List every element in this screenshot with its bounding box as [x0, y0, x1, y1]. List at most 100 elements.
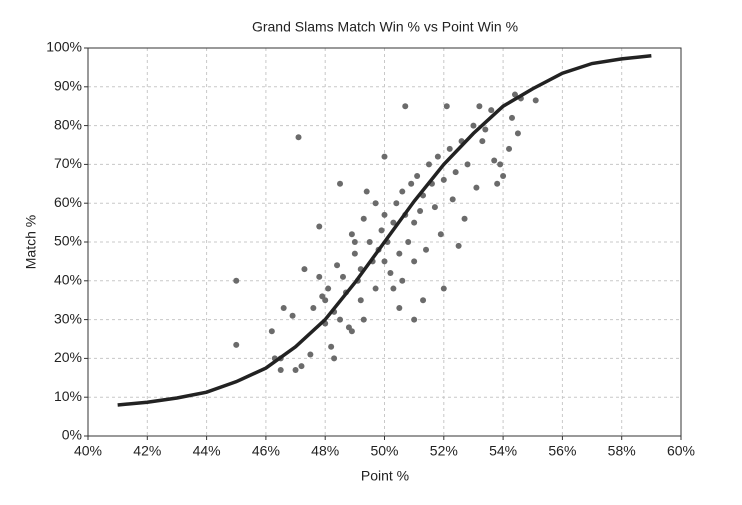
- point: [372, 200, 379, 207]
- point: [449, 196, 456, 203]
- x-tick-label: 58%: [608, 443, 636, 459]
- chart-title: Grand Slams Match Win % vs Point Win %: [252, 19, 518, 35]
- point: [351, 239, 358, 245]
- point: [351, 250, 358, 257]
- x-tick-label: 46%: [252, 443, 280, 459]
- point: [337, 316, 344, 323]
- point: [488, 107, 495, 114]
- point: [233, 277, 240, 284]
- point: [295, 134, 302, 141]
- point: [307, 351, 314, 358]
- x-tick-label: 42%: [133, 443, 161, 459]
- y-tick-label: 70%: [54, 155, 82, 171]
- point: [348, 328, 355, 335]
- point: [452, 169, 459, 176]
- point: [405, 239, 412, 245]
- point: [396, 304, 403, 311]
- point: [497, 161, 504, 168]
- point: [233, 341, 240, 348]
- point: [298, 363, 305, 370]
- point: [360, 215, 367, 222]
- point: [316, 223, 323, 230]
- x-tick-label: 40%: [74, 443, 102, 459]
- y-tick-label: 100%: [46, 39, 82, 55]
- point: [420, 297, 427, 304]
- point: [366, 239, 373, 245]
- y-tick-label: 40%: [54, 272, 82, 288]
- point: [434, 153, 441, 160]
- point: [482, 126, 489, 133]
- y-tick-label: 30%: [54, 310, 82, 326]
- point: [381, 258, 388, 265]
- point: [378, 227, 385, 234]
- point: [402, 103, 409, 110]
- plot-frame: [87, 47, 682, 437]
- x-axis-label: Point %: [361, 468, 409, 484]
- point: [437, 231, 444, 238]
- point: [479, 138, 486, 145]
- point: [396, 250, 403, 257]
- point: [322, 297, 329, 304]
- point: [440, 285, 447, 292]
- point: [357, 297, 364, 304]
- point: [334, 262, 341, 269]
- point: [387, 270, 394, 277]
- point: [411, 316, 418, 323]
- point: [372, 285, 379, 292]
- point: [363, 188, 370, 195]
- point: [423, 246, 430, 253]
- point: [425, 161, 432, 168]
- point: [473, 184, 480, 191]
- point: [316, 273, 323, 280]
- point: [440, 176, 447, 183]
- point: [417, 207, 424, 214]
- point: [292, 367, 299, 374]
- point: [339, 273, 346, 280]
- point: [455, 242, 462, 249]
- point: [494, 180, 501, 187]
- point: [280, 304, 287, 311]
- point: [325, 285, 332, 292]
- point: [431, 204, 438, 211]
- point: [500, 173, 507, 180]
- point: [390, 285, 397, 292]
- point: [328, 343, 335, 350]
- y-tick-label: 10%: [54, 388, 82, 404]
- x-tick-label: 50%: [370, 443, 398, 459]
- fit-curve: [117, 54, 652, 407]
- y-tick-label: 80%: [54, 116, 82, 132]
- point: [443, 103, 450, 110]
- y-tick-label: 50%: [54, 233, 82, 249]
- point: [331, 355, 338, 362]
- point: [381, 153, 388, 160]
- y-tick-label: 90%: [54, 78, 82, 94]
- point: [506, 145, 513, 152]
- point: [461, 215, 468, 222]
- point: [508, 114, 515, 121]
- point: [337, 180, 344, 187]
- y-tick-label: 0%: [62, 427, 82, 443]
- point: [532, 97, 539, 104]
- point: [360, 316, 367, 323]
- point: [446, 145, 453, 152]
- point: [348, 231, 355, 238]
- point: [511, 91, 518, 98]
- y-tick-label: 20%: [54, 349, 82, 365]
- point: [310, 304, 317, 311]
- point: [390, 219, 397, 226]
- point: [301, 266, 308, 273]
- x-tick-label: 48%: [311, 443, 339, 459]
- point: [277, 367, 284, 374]
- point: [399, 188, 406, 195]
- y-tick-label: 60%: [54, 194, 82, 210]
- point: [491, 157, 498, 164]
- point: [381, 211, 388, 218]
- point: [268, 328, 275, 335]
- x-tick-label: 54%: [489, 443, 517, 459]
- point: [464, 161, 471, 168]
- point: [393, 200, 400, 207]
- x-tick-label: 44%: [193, 443, 221, 459]
- point: [414, 173, 421, 180]
- point: [470, 122, 477, 129]
